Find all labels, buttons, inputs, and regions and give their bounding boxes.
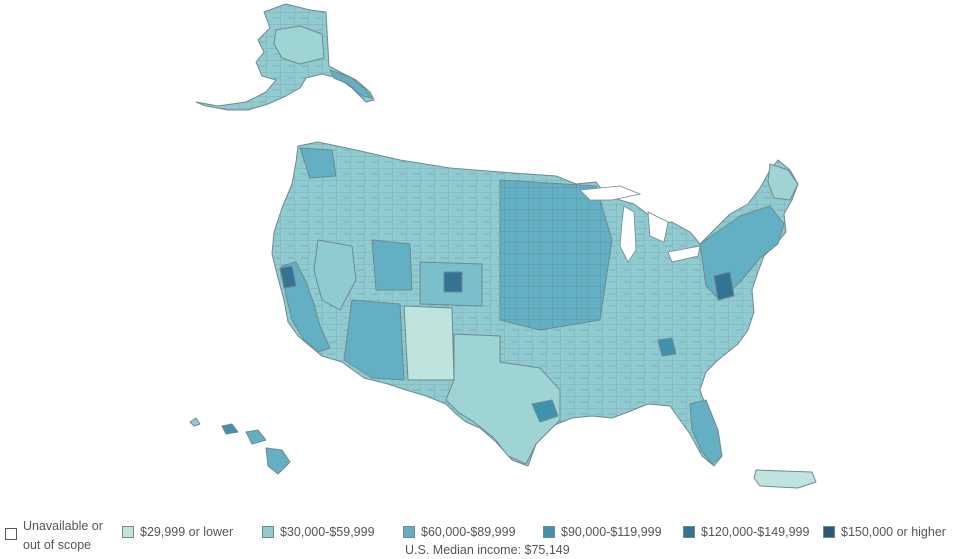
legend-item-3: $60,000-$89,999 [403, 524, 516, 540]
legend: Unavailable or out of scope $29,999 or l… [0, 514, 955, 559]
hawaii-oahu[interactable] [221, 423, 239, 435]
puerto-rico[interactable] [753, 469, 817, 489]
us-median-income: U.S. Median income: $75,149 [405, 543, 570, 557]
region-dc-metro[interactable] [713, 271, 735, 301]
region-midwest[interactable] [499, 179, 613, 331]
legend-label-1: $29,999 or lower [140, 525, 234, 539]
swatch-6 [823, 526, 835, 538]
lake-erie [667, 245, 701, 263]
region-nevada[interactable] [313, 239, 357, 311]
swatch-5 [683, 526, 695, 538]
alaska-southeast[interactable] [329, 69, 373, 99]
swatch-3 [403, 526, 415, 538]
legend-label-2: $30,000-$59,999 [280, 525, 375, 539]
legend-item-1: $29,999 or lower [122, 524, 233, 540]
region-utah[interactable] [371, 239, 413, 291]
legend-label-3: $60,000-$89,999 [421, 525, 516, 539]
hawaii-kauai[interactable] [189, 417, 201, 427]
region-bay-area[interactable] [279, 265, 297, 289]
swatch-2 [262, 526, 274, 538]
hawaii-maui[interactable] [245, 429, 267, 445]
legend-label-6: $150,000 or higher [841, 525, 946, 539]
legend-item-4: $90,000-$119,999 [543, 524, 662, 540]
region-texas[interactable] [445, 333, 561, 465]
legend-item-unavailable: Unavailable or out of scope [5, 517, 107, 552]
region-florida[interactable] [689, 399, 723, 465]
legend-item-6: $150,000 or higher [823, 524, 946, 540]
region-houston[interactable] [531, 399, 559, 423]
swatch-unavailable [5, 528, 17, 540]
swatch-4 [543, 526, 555, 538]
region-seattle[interactable] [299, 147, 337, 179]
hawaii-big-island[interactable] [265, 447, 291, 475]
region-atlanta[interactable] [657, 337, 677, 357]
lake-huron [647, 211, 669, 243]
region-maine[interactable] [767, 163, 799, 201]
alaska-interior[interactable] [273, 25, 325, 65]
lake-michigan [619, 205, 637, 263]
legend-label-5: $120,000-$149,999 [701, 525, 810, 539]
legend-label-4: $90,000-$119,999 [561, 525, 662, 539]
region-arizona[interactable] [343, 299, 405, 381]
legend-item-5: $120,000-$149,999 [683, 524, 809, 540]
region-denver[interactable] [443, 271, 463, 293]
map-area[interactable] [0, 0, 955, 512]
us-county-income-map[interactable] [0, 0, 955, 512]
legend-label-unavailable: Unavailable or out of scope [23, 519, 103, 552]
region-new-mexico[interactable] [403, 305, 455, 381]
lake-superior [579, 185, 642, 201]
swatch-1 [122, 526, 134, 538]
legend-item-2: $30,000-$59,999 [262, 524, 375, 540]
